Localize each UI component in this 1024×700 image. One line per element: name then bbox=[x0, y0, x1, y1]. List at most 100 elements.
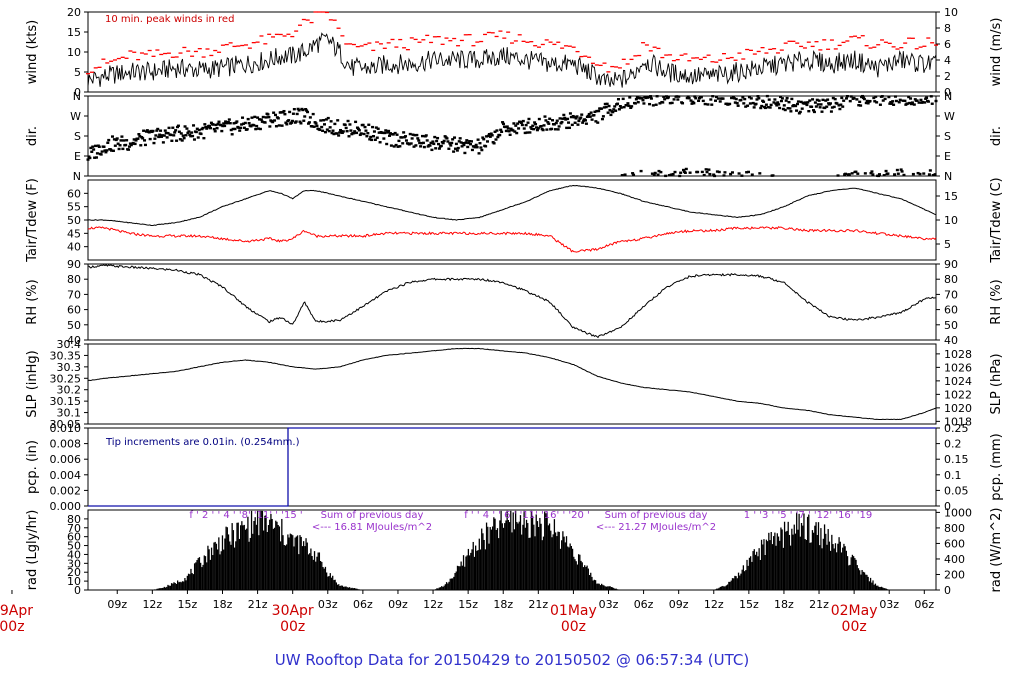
dir-point bbox=[687, 96, 691, 100]
dir-point bbox=[154, 134, 158, 137]
dir-point bbox=[918, 172, 922, 176]
dir-point bbox=[352, 132, 356, 135]
y-tick-label-right: 0.15 bbox=[944, 453, 969, 466]
dir-point bbox=[877, 174, 881, 178]
dir-point bbox=[921, 100, 925, 104]
dir-point bbox=[701, 99, 705, 103]
dir-point bbox=[648, 102, 652, 106]
dir-point bbox=[141, 137, 145, 140]
dir-point bbox=[638, 97, 642, 100]
dir-point bbox=[872, 96, 876, 100]
dir-point bbox=[167, 126, 171, 130]
dir-point bbox=[911, 172, 915, 176]
dir-point bbox=[508, 133, 512, 136]
dir-point bbox=[762, 100, 766, 103]
dir-point bbox=[654, 103, 658, 106]
dir-point bbox=[407, 143, 411, 146]
y-tick-label: 20 bbox=[67, 566, 81, 579]
dir-point bbox=[712, 173, 716, 176]
dir-point bbox=[567, 126, 571, 130]
dir-point bbox=[208, 124, 212, 128]
dir-point bbox=[99, 153, 103, 156]
dir-point bbox=[376, 127, 380, 130]
y-tick-label-right: 1018 bbox=[944, 415, 972, 428]
dir-point bbox=[869, 171, 873, 175]
dir-point bbox=[118, 144, 122, 147]
dir-point bbox=[211, 123, 215, 126]
dir-point bbox=[291, 112, 295, 115]
dir-point bbox=[296, 107, 300, 111]
dir-point bbox=[337, 134, 341, 137]
dir-point bbox=[359, 132, 363, 135]
dir-point bbox=[722, 174, 726, 177]
dir-point bbox=[343, 123, 347, 127]
dir-point bbox=[489, 132, 493, 135]
dir-point bbox=[519, 121, 523, 124]
dir-point bbox=[478, 141, 482, 145]
dir-point bbox=[881, 99, 885, 102]
dir-point bbox=[926, 100, 930, 103]
dir-point bbox=[542, 124, 546, 127]
dir-point bbox=[581, 121, 585, 124]
dir-point bbox=[588, 115, 592, 118]
y-tick-label-right: S bbox=[944, 130, 951, 143]
dir-point bbox=[221, 124, 225, 128]
dir-point bbox=[656, 173, 660, 176]
dir-point bbox=[151, 129, 155, 133]
dir-point bbox=[476, 138, 480, 141]
dir-point bbox=[181, 134, 185, 137]
dir-point bbox=[431, 140, 435, 143]
dir-point bbox=[749, 97, 753, 100]
dir-point bbox=[930, 102, 934, 105]
dir-point bbox=[593, 110, 597, 114]
y-tick-label: 40 bbox=[67, 241, 81, 254]
dir-point bbox=[544, 119, 548, 122]
dir-point bbox=[768, 106, 772, 109]
dir-point bbox=[404, 135, 408, 138]
dir-point bbox=[202, 136, 206, 140]
dir-point bbox=[836, 174, 840, 177]
dir-point bbox=[425, 139, 429, 142]
dir-point bbox=[570, 123, 574, 127]
y-tick-label: N bbox=[73, 90, 81, 103]
dir-point bbox=[409, 142, 413, 145]
dir-point bbox=[315, 124, 319, 128]
dir-point bbox=[826, 98, 830, 101]
dir-point bbox=[675, 95, 679, 98]
dir-point bbox=[744, 105, 748, 108]
dir-point bbox=[550, 127, 554, 131]
dir-point bbox=[412, 145, 416, 148]
dir-point bbox=[382, 137, 386, 140]
dir-point bbox=[840, 96, 844, 100]
dir-point bbox=[394, 143, 398, 147]
y-tick-label-right: E bbox=[944, 150, 951, 163]
dir-point bbox=[735, 101, 739, 105]
y-tick-label: 5 bbox=[74, 66, 81, 79]
dir-point bbox=[521, 119, 525, 123]
dir-point bbox=[241, 122, 245, 125]
dir-point bbox=[546, 121, 550, 124]
dir-point bbox=[322, 123, 326, 126]
peak-winds-note: 10 min. peak winds in red bbox=[105, 14, 234, 25]
y-tick-label-right: 1020 bbox=[944, 402, 972, 415]
dir-point bbox=[737, 172, 741, 175]
dir-point bbox=[143, 139, 147, 142]
dir-point bbox=[354, 120, 358, 124]
dir-point bbox=[547, 122, 551, 125]
dir-point bbox=[264, 116, 268, 119]
dir-point bbox=[204, 125, 208, 129]
dir-point bbox=[97, 145, 101, 148]
dir-point bbox=[121, 147, 125, 151]
dir-point bbox=[694, 97, 698, 100]
dir-point bbox=[795, 102, 799, 106]
dir-point bbox=[336, 119, 340, 122]
dir-point bbox=[555, 119, 559, 122]
dir-point bbox=[201, 126, 205, 130]
dir-point bbox=[432, 142, 436, 146]
dir-point bbox=[239, 126, 243, 130]
dir-point bbox=[562, 113, 566, 117]
dir-point bbox=[576, 123, 580, 126]
dir-point bbox=[217, 120, 221, 123]
dir-point bbox=[739, 98, 743, 102]
dir-point bbox=[751, 101, 755, 105]
